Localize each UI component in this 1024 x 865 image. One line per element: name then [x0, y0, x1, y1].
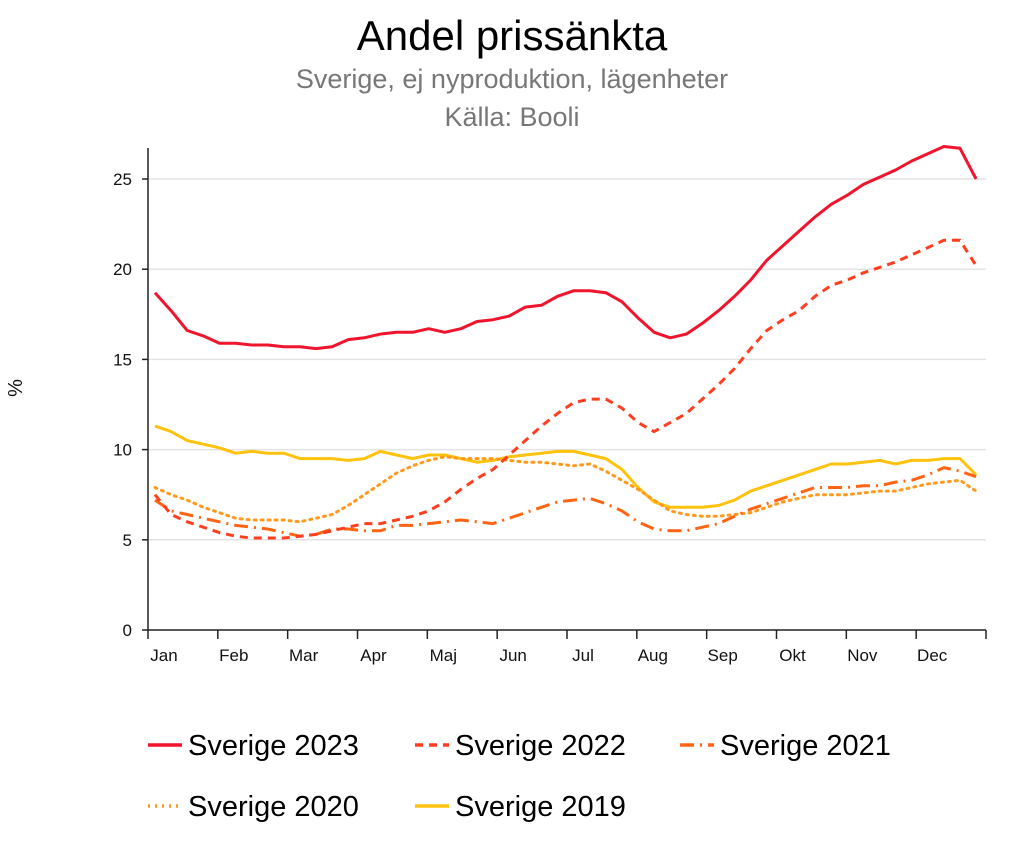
x-tick-label: Dec [917, 646, 948, 665]
y-tick-label: 0 [123, 621, 132, 640]
series-line-sverige-2023 [153, 145, 978, 351]
x-tick-label: Apr [360, 646, 387, 665]
series-line-sverige-2021 [154, 466, 977, 538]
legend-item: Sverige 2020 [148, 791, 359, 823]
legend-item: Sverige 2019 [415, 791, 626, 823]
series-line-sverige-2022 [153, 238, 978, 540]
x-tick-label: Jan [150, 646, 177, 665]
y-tick-label: 15 [113, 350, 132, 369]
legend-item: Sverige 2023 [148, 730, 359, 762]
y-tick-label: 25 [113, 170, 132, 189]
series-line-sverige-2020 [153, 455, 978, 524]
legend-label: Sverige 2019 [455, 791, 626, 823]
x-tick-label: Feb [219, 646, 248, 665]
legend-label: Sverige 2022 [455, 730, 626, 762]
chart-subtitle: Sverige, ej nyproduktion, lägenheter [296, 64, 728, 94]
x-tick-label: Mar [289, 646, 319, 665]
y-tick-label: 5 [123, 531, 132, 550]
x-tick-label: Maj [430, 646, 457, 665]
x-tick-label: Okt [779, 646, 806, 665]
legend-item: Sverige 2021 [680, 730, 891, 762]
series-line-sverige-2019 [154, 424, 978, 509]
x-tick-label: Sep [708, 646, 738, 665]
y-tick-label: 10 [113, 441, 132, 460]
legend-item: Sverige 2022 [415, 730, 626, 762]
x-tick-label: Jul [572, 646, 594, 665]
x-tick-label: Nov [847, 646, 878, 665]
legend-label: Sverige 2023 [188, 730, 359, 762]
chart-title: Andel prissänkta [357, 12, 668, 59]
legend-label: Sverige 2021 [720, 730, 891, 762]
x-tick-label: Aug [638, 646, 668, 665]
y-axis-label: % [5, 379, 27, 397]
y-tick-label: 20 [113, 260, 132, 279]
legend-label: Sverige 2020 [188, 791, 359, 823]
chart-source: Källa: Booli [444, 102, 579, 132]
x-tick-label: Jun [499, 646, 526, 665]
